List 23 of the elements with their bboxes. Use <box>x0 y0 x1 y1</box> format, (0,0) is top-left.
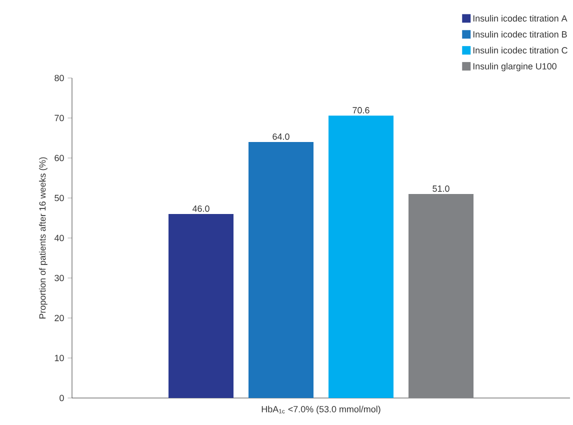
data-label: 64.0 <box>272 133 290 140</box>
x-tick-label: HbA$_{1c}$ <7.0% (53.0 mmol/mol) <box>262 406 380 414</box>
y-axis-title: Proportion of patients after 16 weeks (%) <box>39 157 48 319</box>
y-tick-label: 40 <box>54 234 64 242</box>
y-tick-label: 50 <box>54 194 64 202</box>
bar <box>408 194 474 398</box>
y-tick-label: 30 <box>54 274 64 282</box>
legend-label: Insulin glargine U100 <box>473 62 556 72</box>
y-tick-label: 60 <box>54 154 64 162</box>
bar <box>328 116 394 398</box>
y-tick-label: 10 <box>54 354 64 362</box>
bar <box>248 142 314 398</box>
y-tick-label: 20 <box>54 314 64 322</box>
y-tick-label: 70 <box>54 114 64 122</box>
data-label: 46.0 <box>192 205 210 212</box>
bar <box>168 214 234 398</box>
legend-label: Insulin icodec titration A <box>473 14 568 22</box>
data-label: 70.6 <box>352 107 370 114</box>
y-tick-label: 0 <box>60 394 64 402</box>
legend-label: Insulin icodec titration C <box>473 46 568 54</box>
data-label: 51.0 <box>432 185 450 192</box>
legend-label: Insulin icodec titration B <box>473 30 567 38</box>
y-tick-label: 80 <box>54 74 64 82</box>
